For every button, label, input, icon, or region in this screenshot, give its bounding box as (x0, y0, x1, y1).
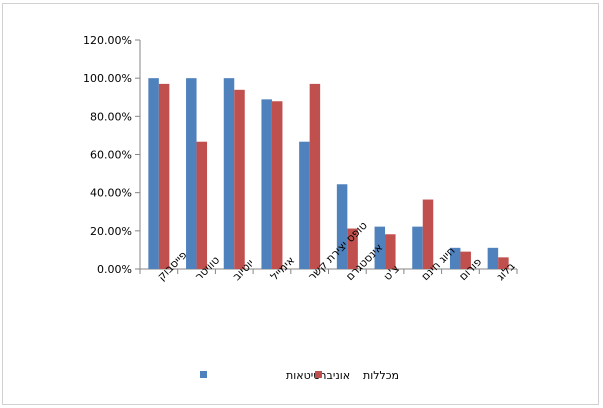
bar-universities (336, 184, 348, 269)
y-tick-label: 100.00% (83, 72, 132, 85)
y-tick-label: 120.00% (83, 34, 132, 47)
bar-colleges (309, 83, 321, 270)
bar-colleges (271, 101, 283, 269)
y-tick-label: 80.00% (90, 110, 132, 123)
y-axis: 0.00% 20.00% 40.00% 60.00% 80.00% 100.00% 120.… (83, 34, 141, 276)
bar-colleges (460, 251, 471, 269)
bar-universities (374, 226, 386, 269)
bar-universities (487, 247, 499, 269)
y-tick-label: 20.00% (90, 225, 132, 238)
legend-swatch (315, 371, 322, 378)
bar-universities (261, 99, 272, 269)
bar-universities (412, 226, 423, 269)
bar-colleges (422, 199, 434, 269)
bar-universities (449, 247, 461, 269)
y-tick-label: 60.00% (90, 149, 132, 162)
bar-colleges (234, 89, 245, 270)
bar-colleges (196, 141, 208, 269)
bar-universities (186, 78, 197, 270)
bar-universities (148, 78, 159, 270)
legend: אוניברסיטאותמכללות (200, 369, 399, 382)
bar-colleges (385, 234, 396, 269)
bar-universities (223, 78, 235, 270)
bar-colleges (347, 228, 358, 269)
bars (148, 78, 509, 270)
y-tick-label: 40.00% (90, 187, 132, 200)
bar-colleges (498, 257, 509, 269)
category-labels: פייסבוק טוויטר יוטיוב אימייל טופס יצירת קשרא… (155, 219, 518, 283)
bar-universities (299, 141, 310, 269)
bar-colleges (158, 83, 170, 270)
y-tick-label: 0.00% (97, 263, 132, 276)
legend-label: מכללות (363, 369, 399, 382)
legend-swatch (200, 371, 207, 378)
